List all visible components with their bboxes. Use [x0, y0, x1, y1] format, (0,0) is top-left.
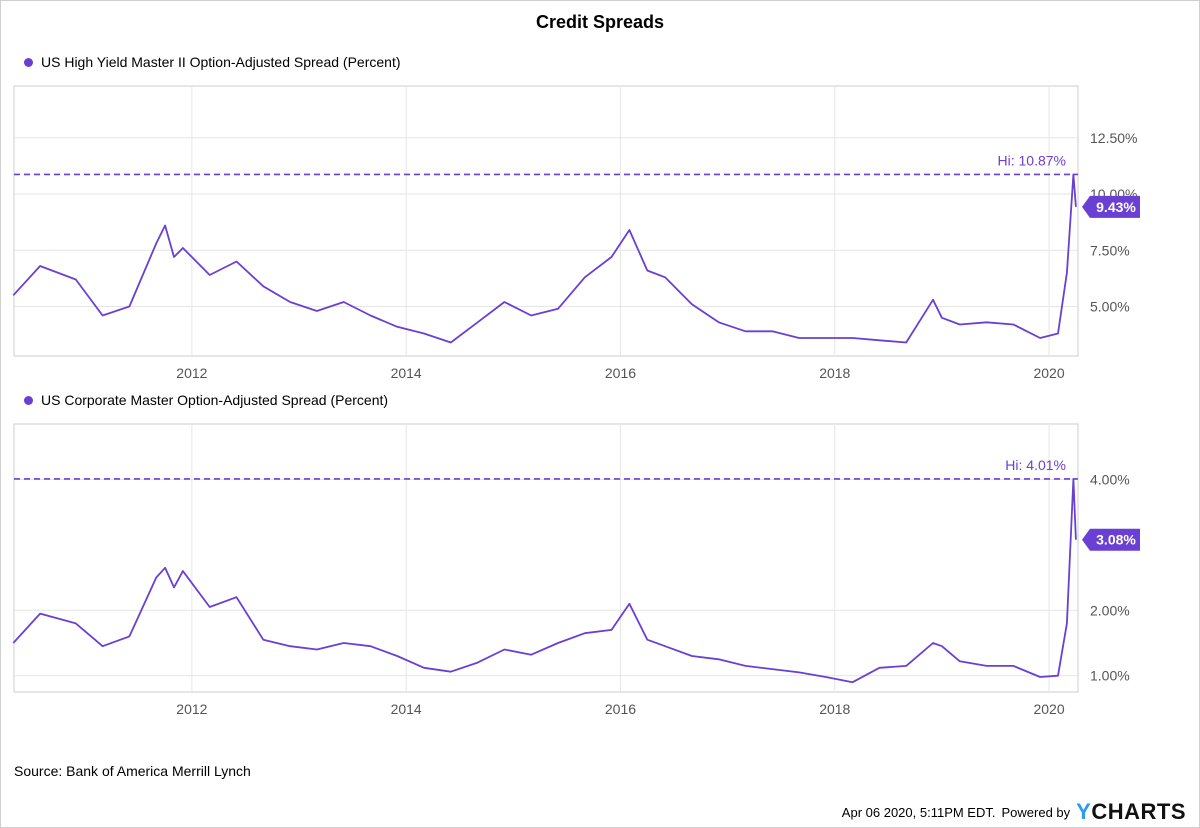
x-tick-label: 2014 — [391, 701, 422, 717]
y-tick-label: 1.00% — [1090, 668, 1130, 684]
legend-label: US High Yield Master II Option-Adjusted … — [41, 54, 401, 70]
footer: Apr 06 2020, 5:11PM EDT. Powered by YCHA… — [842, 799, 1186, 825]
logo-text: CHARTS — [1091, 799, 1186, 824]
legend-corporate[interactable]: US Corporate Master Option-Adjusted Spre… — [24, 392, 388, 408]
x-tick-label: 2020 — [1033, 365, 1064, 381]
y-tick-label: 12.50% — [1090, 130, 1137, 146]
x-tick-label: 2014 — [391, 365, 422, 381]
chart-title: Credit Spreads — [535, 12, 665, 32]
x-tick-label: 2018 — [819, 365, 850, 381]
plot-area — [13, 85, 1079, 357]
last-value-label: 3.08% — [1096, 532, 1136, 548]
x-tick-label: 2016 — [605, 701, 636, 717]
hi-label: Hi: 10.87% — [998, 152, 1066, 168]
plot-area — [13, 423, 1079, 693]
legend-high-yield[interactable]: US High Yield Master II Option-Adjusted … — [24, 54, 401, 70]
x-tick-label: 2018 — [819, 701, 850, 717]
last-value-tag — [1082, 195, 1140, 218]
series-line — [12, 477, 1077, 684]
powered-by-label: Powered by — [1001, 804, 1071, 820]
x-tick-label: 2020 — [1033, 701, 1064, 717]
source-note: Source: Bank of America Merrill Lynch — [14, 763, 251, 779]
x-tick-label: 2012 — [176, 365, 207, 381]
ycharts-logo[interactable]: YCHARTS — [1076, 799, 1186, 825]
logo-y: Y — [1076, 799, 1092, 824]
series-line — [12, 173, 1077, 344]
legend-label: US Corporate Master Option-Adjusted Spre… — [41, 392, 389, 408]
timestamp: Apr 06 2020, 5:11PM EDT. — [841, 804, 996, 820]
hi-label: Hi: 4.01% — [1005, 457, 1066, 473]
last-value-tag — [1082, 528, 1140, 551]
x-tick-label: 2016 — [605, 365, 636, 381]
last-value-label: 9.43% — [1096, 199, 1136, 215]
x-tick-label: 2012 — [176, 701, 207, 717]
y-tick-label: 7.50% — [1090, 242, 1130, 258]
y-tick-label: 2.00% — [1090, 602, 1130, 618]
legend-dot-icon — [24, 57, 33, 67]
legend-dot-icon — [24, 395, 33, 405]
y-tick-label: 4.00% — [1090, 472, 1130, 488]
y-tick-label: 5.00% — [1090, 299, 1130, 315]
